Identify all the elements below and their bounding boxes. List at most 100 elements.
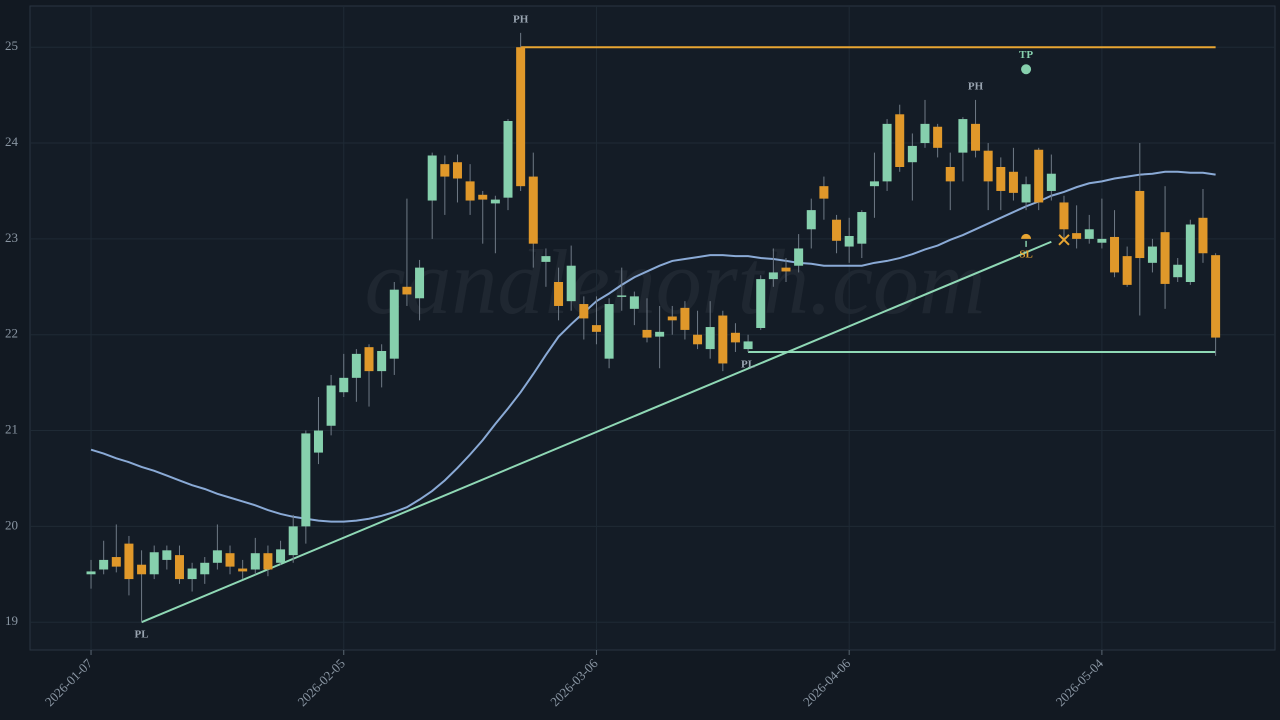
moving-average [90, 170, 1216, 523]
take-profit-marker [1021, 64, 1032, 75]
candle-body [313, 430, 323, 453]
candle-body [629, 296, 639, 309]
candle-body [579, 304, 589, 319]
pivot-label: PL [135, 629, 149, 641]
candle-body [465, 181, 475, 201]
plot-area [29, 5, 1276, 651]
candle-body [490, 199, 500, 204]
candle-body [920, 123, 930, 144]
candle-body [1110, 236, 1120, 273]
candle-body [591, 325, 601, 332]
candle-body [1185, 224, 1195, 282]
candle-body [238, 568, 248, 572]
candle-body [276, 549, 286, 563]
candle-body [541, 256, 551, 262]
candle-body [680, 307, 690, 330]
candle-body [1122, 256, 1132, 285]
exit-marker [1058, 234, 1070, 246]
candle-body [1173, 264, 1183, 278]
candle-body [200, 562, 210, 575]
candle-body [730, 332, 740, 343]
candle-body [174, 555, 184, 580]
candle-body [516, 47, 526, 187]
watermark: candlenorth.com [365, 231, 986, 333]
candle-body [604, 304, 614, 359]
candle-body [971, 123, 981, 151]
candle-body [869, 181, 879, 187]
y-tick-label: 25 [5, 38, 18, 53]
candle-body [1021, 184, 1031, 203]
candle-body [427, 155, 437, 201]
candle-body [781, 267, 791, 272]
take-profit-label: TP [1019, 49, 1033, 61]
candle-body [1097, 238, 1107, 243]
candle-body [705, 327, 715, 350]
candle-body [402, 286, 412, 295]
candle-body [832, 219, 842, 241]
candle-body [377, 351, 387, 372]
candle-body [99, 559, 109, 570]
candle-body [667, 316, 677, 321]
candle-body [768, 272, 778, 280]
candle-body [743, 341, 753, 350]
candle-body [933, 126, 943, 148]
candle-body [111, 557, 121, 567]
candle-body [149, 552, 159, 575]
candle-body [137, 564, 147, 575]
candle-body [124, 543, 134, 580]
candle-body [895, 114, 905, 167]
candle-body [655, 331, 665, 337]
stop-loss-label: SL [1019, 248, 1032, 260]
candle-body [983, 150, 993, 182]
y-tick-label: 22 [5, 326, 18, 341]
candle-body [86, 571, 96, 575]
candle-body [566, 265, 576, 302]
candle-body [1147, 246, 1157, 263]
candle-body [263, 553, 273, 570]
candle-body [693, 334, 703, 345]
candle-body [1034, 149, 1044, 203]
candle-body [478, 194, 488, 200]
candle-body [958, 119, 968, 153]
candle-body [617, 295, 627, 297]
candle-body [452, 162, 462, 179]
candle-body [819, 186, 829, 199]
candle-body [288, 526, 298, 556]
candle-body [1059, 202, 1069, 230]
pivot-label: PH [968, 80, 984, 92]
candle-body [1072, 233, 1082, 239]
y-tick-label: 24 [5, 134, 19, 149]
candle-body [1008, 171, 1018, 193]
candle-body [364, 347, 374, 372]
pivot-label: PL [741, 358, 755, 370]
candle-body [554, 282, 564, 306]
candle-body [162, 550, 172, 560]
candle-body [1084, 229, 1094, 239]
candle-body [857, 212, 867, 244]
candle-body [225, 553, 235, 567]
candle-body [1046, 173, 1056, 191]
y-tick-label: 20 [5, 517, 18, 532]
candle-body [351, 353, 361, 378]
candle-body [907, 145, 917, 163]
candle-body [844, 236, 854, 247]
candle-body [1211, 255, 1221, 338]
candle-body [1160, 232, 1170, 284]
stop-loss-marker [1021, 233, 1032, 239]
candle-body [1135, 190, 1145, 259]
y-tick-label: 19 [5, 613, 18, 628]
candle-body [882, 123, 892, 182]
candle-body [250, 553, 260, 570]
candle-body [806, 210, 816, 230]
pivot-label: PH [513, 13, 529, 25]
candle-body [503, 121, 513, 198]
candle-body [996, 167, 1006, 191]
candle-body [339, 377, 349, 393]
candle-body [415, 267, 425, 299]
candle-body [212, 550, 222, 563]
y-tick-label: 23 [5, 230, 18, 245]
y-tick-label: 21 [5, 422, 18, 437]
candle-body [642, 329, 652, 338]
